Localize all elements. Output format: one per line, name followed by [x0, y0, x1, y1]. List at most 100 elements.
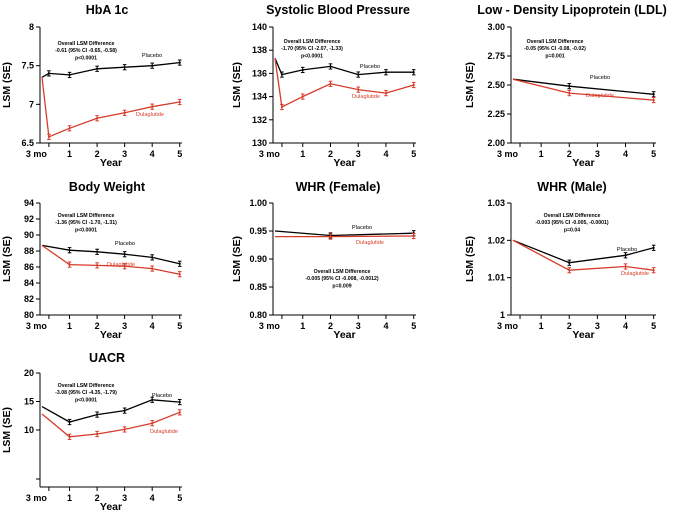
chart-title: Body Weight	[69, 180, 146, 194]
data-point	[329, 235, 332, 238]
y-tick-label: 1.02	[487, 235, 505, 245]
data-point	[178, 262, 181, 265]
annotation-line: Overall LSM Difference	[527, 39, 584, 45]
y-tick-label: 2.75	[487, 51, 505, 61]
annotation-line: p=0.009	[332, 283, 351, 289]
y-tick-label: 6.5	[21, 138, 34, 148]
x-tick-label: 4	[383, 149, 388, 159]
data-point	[329, 82, 332, 85]
y-tick-label: 92	[24, 214, 34, 224]
y-tick-label: 2.00	[487, 138, 505, 148]
x-tick-label: 3 mo	[26, 321, 48, 331]
x-tick-label: 5	[177, 493, 182, 503]
series-label-dulaglutide: Dulaglutide	[136, 112, 164, 118]
series-line-dulaglutide	[41, 77, 180, 138]
y-tick-label: 8	[29, 22, 34, 32]
series-label-dulaglutide: Dulaglutide	[586, 93, 614, 99]
y-tick-label: 20	[24, 368, 34, 378]
y-tick-label: 88	[24, 246, 34, 256]
x-axis-title: Year	[333, 157, 355, 169]
x-tick-label: 4	[150, 493, 155, 503]
data-point	[95, 264, 99, 267]
x-tick-label: 4	[623, 321, 628, 331]
annotation-line: Overall LSM Difference	[314, 269, 371, 275]
data-point	[357, 88, 360, 91]
data-point	[624, 254, 627, 257]
data-point	[123, 111, 126, 114]
x-tick-label: 5	[177, 149, 182, 159]
y-tick-label: 82	[24, 294, 34, 304]
series-label-placebo: Placebo	[115, 241, 135, 247]
annotation-line: p<0.0001	[301, 53, 323, 59]
data-point	[412, 71, 415, 74]
y-axis-title: LSM (SE)	[1, 236, 13, 282]
series-label-dulaglutide: Dulaglutide	[621, 271, 649, 277]
y-axis-title: LSM (SE)	[464, 62, 476, 108]
y-axis-title: LSM (SE)	[1, 407, 13, 453]
y-tick-label: 130	[252, 138, 267, 148]
y-tick-label: 140	[252, 22, 267, 32]
annotation-line: -1.36 (95% CI -1.70, -1.31)	[55, 220, 117, 226]
annotation-line: Overall LSM Difference	[284, 39, 341, 45]
annotation-line: -0.005 (95% CI -0.008, -0.0012)	[305, 276, 379, 282]
x-tick-label: 5	[411, 321, 416, 331]
chart-title: UACR	[89, 351, 125, 365]
data-point	[329, 65, 332, 68]
y-tick-label: 10	[24, 425, 34, 435]
data-point	[123, 66, 126, 69]
data-point	[95, 432, 99, 436]
series-line-placebo	[274, 58, 414, 76]
x-tick-label: 5	[411, 149, 416, 159]
y-tick-label: 136	[252, 68, 267, 78]
data-point	[95, 413, 99, 416]
data-point	[652, 98, 655, 102]
series-line-dulaglutide	[41, 244, 180, 275]
chart-panel-7: UACR 10 15 20 3 mo 1 2 3 4 5 Year LSM (SE) Placebo Du…	[1, 351, 182, 513]
data-point	[68, 420, 71, 424]
series-label-dulaglutide: Dulaglutide	[356, 240, 384, 246]
annotation-line: -0.003 (95% CI -0.005, -0.0001)	[535, 220, 609, 226]
y-tick-label: 86	[24, 262, 34, 272]
chart-title: HbA 1c	[86, 3, 129, 17]
x-tick-label: 3 mo	[259, 321, 281, 331]
series-label-dulaglutide: Dulaglutide	[107, 262, 135, 268]
data-point	[178, 411, 181, 414]
y-tick-label: 15	[24, 397, 34, 407]
chart-title: WHR (Female)	[296, 180, 381, 194]
y-axis-title: LSM (SE)	[231, 62, 243, 108]
x-tick-label: 1	[300, 321, 305, 331]
y-tick-label: 94	[24, 198, 34, 208]
annotation-line: Overall LSM Difference	[544, 213, 601, 219]
series-label-placebo: Placebo	[360, 64, 380, 70]
x-tick-label: 5	[651, 149, 656, 159]
chart-title: Low - Density Lipoprotein (LDL)	[477, 3, 667, 17]
x-axis-title: Year	[100, 157, 122, 169]
y-tick-label: 7.5	[21, 61, 34, 71]
x-tick-label: 1	[300, 149, 305, 159]
x-axis-title: Year	[333, 329, 355, 341]
y-axis-title: LSM (SE)	[231, 236, 243, 282]
series-line-dulaglutide	[275, 235, 414, 238]
x-tick-label: 1	[67, 493, 72, 503]
x-tick-label: 3 mo	[259, 149, 281, 159]
x-tick-label: 2	[567, 149, 572, 159]
annotation-line: -1.70 (95% CI -2.07, -1.33)	[281, 46, 343, 52]
data-point	[301, 95, 304, 98]
series-line-placebo	[41, 61, 180, 78]
chart-title: Systolic Blood Pressure	[266, 3, 410, 17]
chart-panel-1: HbA 1c 6.5 7 7.5 8 3 mo 1 2 3 4 5 Year LSM (SE) Place…	[1, 3, 182, 169]
data-point	[624, 265, 627, 268]
data-point	[568, 92, 571, 95]
data-point	[123, 409, 126, 412]
x-axis-title: Year	[100, 329, 122, 341]
x-tick-label: 2	[328, 149, 333, 159]
y-tick-label: 90	[24, 230, 34, 240]
series-label-placebo: Placebo	[152, 393, 172, 399]
chart-panel-2: Systolic Blood Pressure13013213413613814…	[231, 3, 416, 169]
x-tick-label: 3 mo	[497, 149, 519, 159]
data-point	[652, 246, 655, 249]
data-point	[357, 73, 360, 76]
data-point	[123, 265, 126, 268]
series-label-placebo: Placebo	[142, 53, 162, 59]
data-point	[151, 64, 154, 67]
